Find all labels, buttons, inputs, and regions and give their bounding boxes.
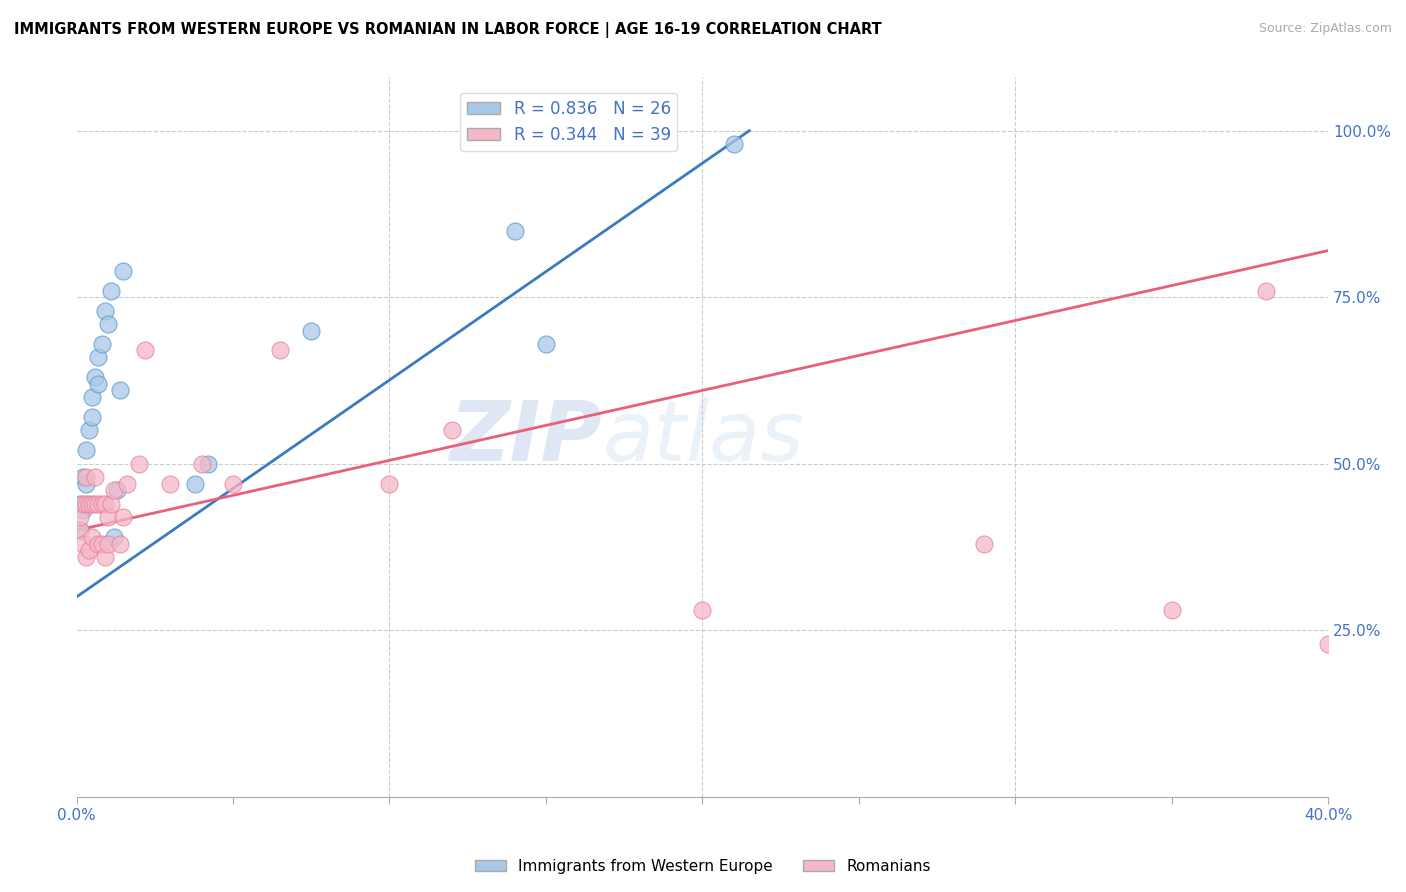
Point xyxy=(222,476,245,491)
Point xyxy=(84,497,107,511)
Point xyxy=(97,536,120,550)
Point xyxy=(77,543,100,558)
Point xyxy=(87,376,110,391)
Point xyxy=(69,523,91,537)
Point xyxy=(112,263,135,277)
Point xyxy=(93,497,115,511)
Point xyxy=(723,136,745,151)
Point xyxy=(128,457,150,471)
Text: Source: ZipAtlas.com: Source: ZipAtlas.com xyxy=(1258,22,1392,36)
Point xyxy=(134,343,156,358)
Point xyxy=(159,476,181,491)
Point xyxy=(75,470,97,484)
Point xyxy=(72,503,94,517)
Point xyxy=(103,530,125,544)
Point xyxy=(103,483,125,498)
Point xyxy=(84,370,107,384)
Point xyxy=(97,510,120,524)
Point xyxy=(82,497,104,511)
Text: ZIP: ZIP xyxy=(450,397,602,477)
Point xyxy=(93,303,115,318)
Point xyxy=(90,536,112,550)
Point xyxy=(97,317,120,331)
Point xyxy=(75,443,97,458)
Text: atlas: atlas xyxy=(602,397,804,477)
Point xyxy=(69,510,91,524)
Text: IMMIGRANTS FROM WESTERN EUROPE VS ROMANIAN IN LABOR FORCE | AGE 16-19 CORRELATIO: IMMIGRANTS FROM WESTERN EUROPE VS ROMANI… xyxy=(14,22,882,38)
Point xyxy=(87,497,110,511)
Point xyxy=(1160,603,1182,617)
Point xyxy=(110,536,132,550)
Point xyxy=(692,603,714,617)
Point xyxy=(115,476,138,491)
Point xyxy=(184,476,207,491)
Point xyxy=(72,536,94,550)
Point xyxy=(69,497,91,511)
Point xyxy=(197,457,219,471)
Point xyxy=(87,350,110,364)
Point xyxy=(75,476,97,491)
Point xyxy=(75,549,97,564)
Point xyxy=(100,284,122,298)
Point xyxy=(441,424,464,438)
Point xyxy=(77,424,100,438)
Point xyxy=(69,523,91,537)
Point xyxy=(72,470,94,484)
Point xyxy=(110,384,132,398)
Point xyxy=(269,343,291,358)
Point xyxy=(75,497,97,511)
Point xyxy=(503,224,526,238)
Point xyxy=(378,476,401,491)
Legend: R = 0.836   N = 26, R = 0.344   N = 39: R = 0.836 N = 26, R = 0.344 N = 39 xyxy=(460,93,678,151)
Point xyxy=(82,530,104,544)
Point xyxy=(77,497,100,511)
Point xyxy=(299,324,322,338)
Point xyxy=(82,390,104,404)
Point xyxy=(84,470,107,484)
Point xyxy=(105,483,128,498)
Point xyxy=(112,510,135,524)
Point xyxy=(90,336,112,351)
Point xyxy=(190,457,212,471)
Point xyxy=(90,497,112,511)
Point xyxy=(87,536,110,550)
Point xyxy=(973,536,995,550)
Point xyxy=(93,549,115,564)
Point xyxy=(1317,636,1340,650)
Point xyxy=(1254,284,1277,298)
Point xyxy=(100,497,122,511)
Point xyxy=(534,336,557,351)
Point xyxy=(72,497,94,511)
Point xyxy=(82,410,104,425)
Legend: Immigrants from Western Europe, Romanians: Immigrants from Western Europe, Romanian… xyxy=(470,853,936,880)
